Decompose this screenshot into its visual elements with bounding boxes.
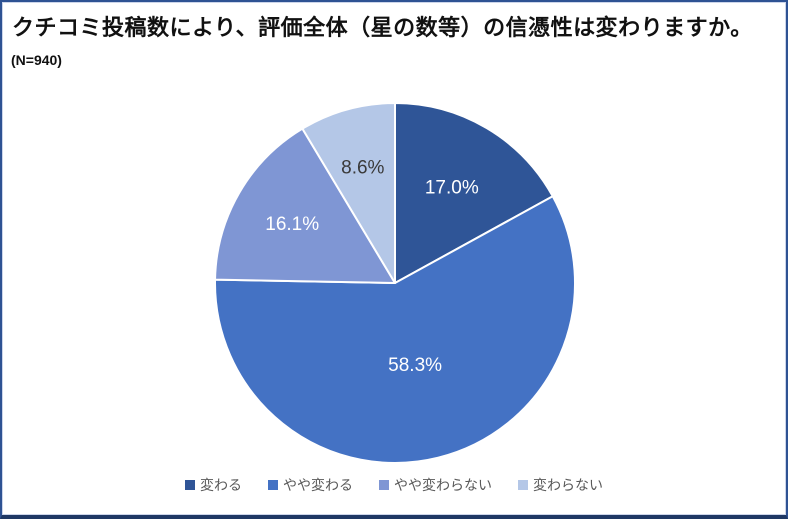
legend-label: やや変わらない — [394, 477, 492, 493]
legend-item-2[interactable]: やや変わらない — [379, 475, 492, 495]
pie-data-label-2: 16.1% — [265, 214, 319, 235]
pie-data-label-0: 17.0% — [425, 178, 479, 199]
pie-slice-2[interactable] — [214, 127, 396, 284]
legend-swatch-icon — [185, 480, 195, 490]
legend-label: 変わる — [200, 477, 242, 493]
pie-data-label-1: 58.3% — [388, 355, 442, 376]
legend-item-1[interactable]: やや変わる — [268, 475, 353, 495]
legend-label: やや変わる — [283, 477, 353, 493]
legend-swatch-icon — [268, 480, 278, 490]
pie-slice-1[interactable] — [214, 195, 576, 464]
legend-swatch-icon — [518, 480, 528, 490]
legend-swatch-icon — [379, 480, 389, 490]
chart-title: クチコミ投稿数により、評価全体（星の数等）の信憑性は変わりますか。 — [12, 15, 753, 40]
pie-slice-3[interactable] — [301, 102, 396, 284]
sample-size-label: (N=940) — [11, 52, 62, 68]
legend-item-3[interactable]: 変わらない — [518, 475, 603, 495]
legend-item-0[interactable]: 変わる — [185, 475, 242, 495]
legend: 変わる やや変わる やや変わらない 変わらない — [2, 475, 786, 495]
pie-data-label-3: 8.6% — [341, 157, 384, 178]
legend-label: 変わらない — [533, 477, 603, 493]
pie-slice-0[interactable] — [394, 102, 554, 284]
